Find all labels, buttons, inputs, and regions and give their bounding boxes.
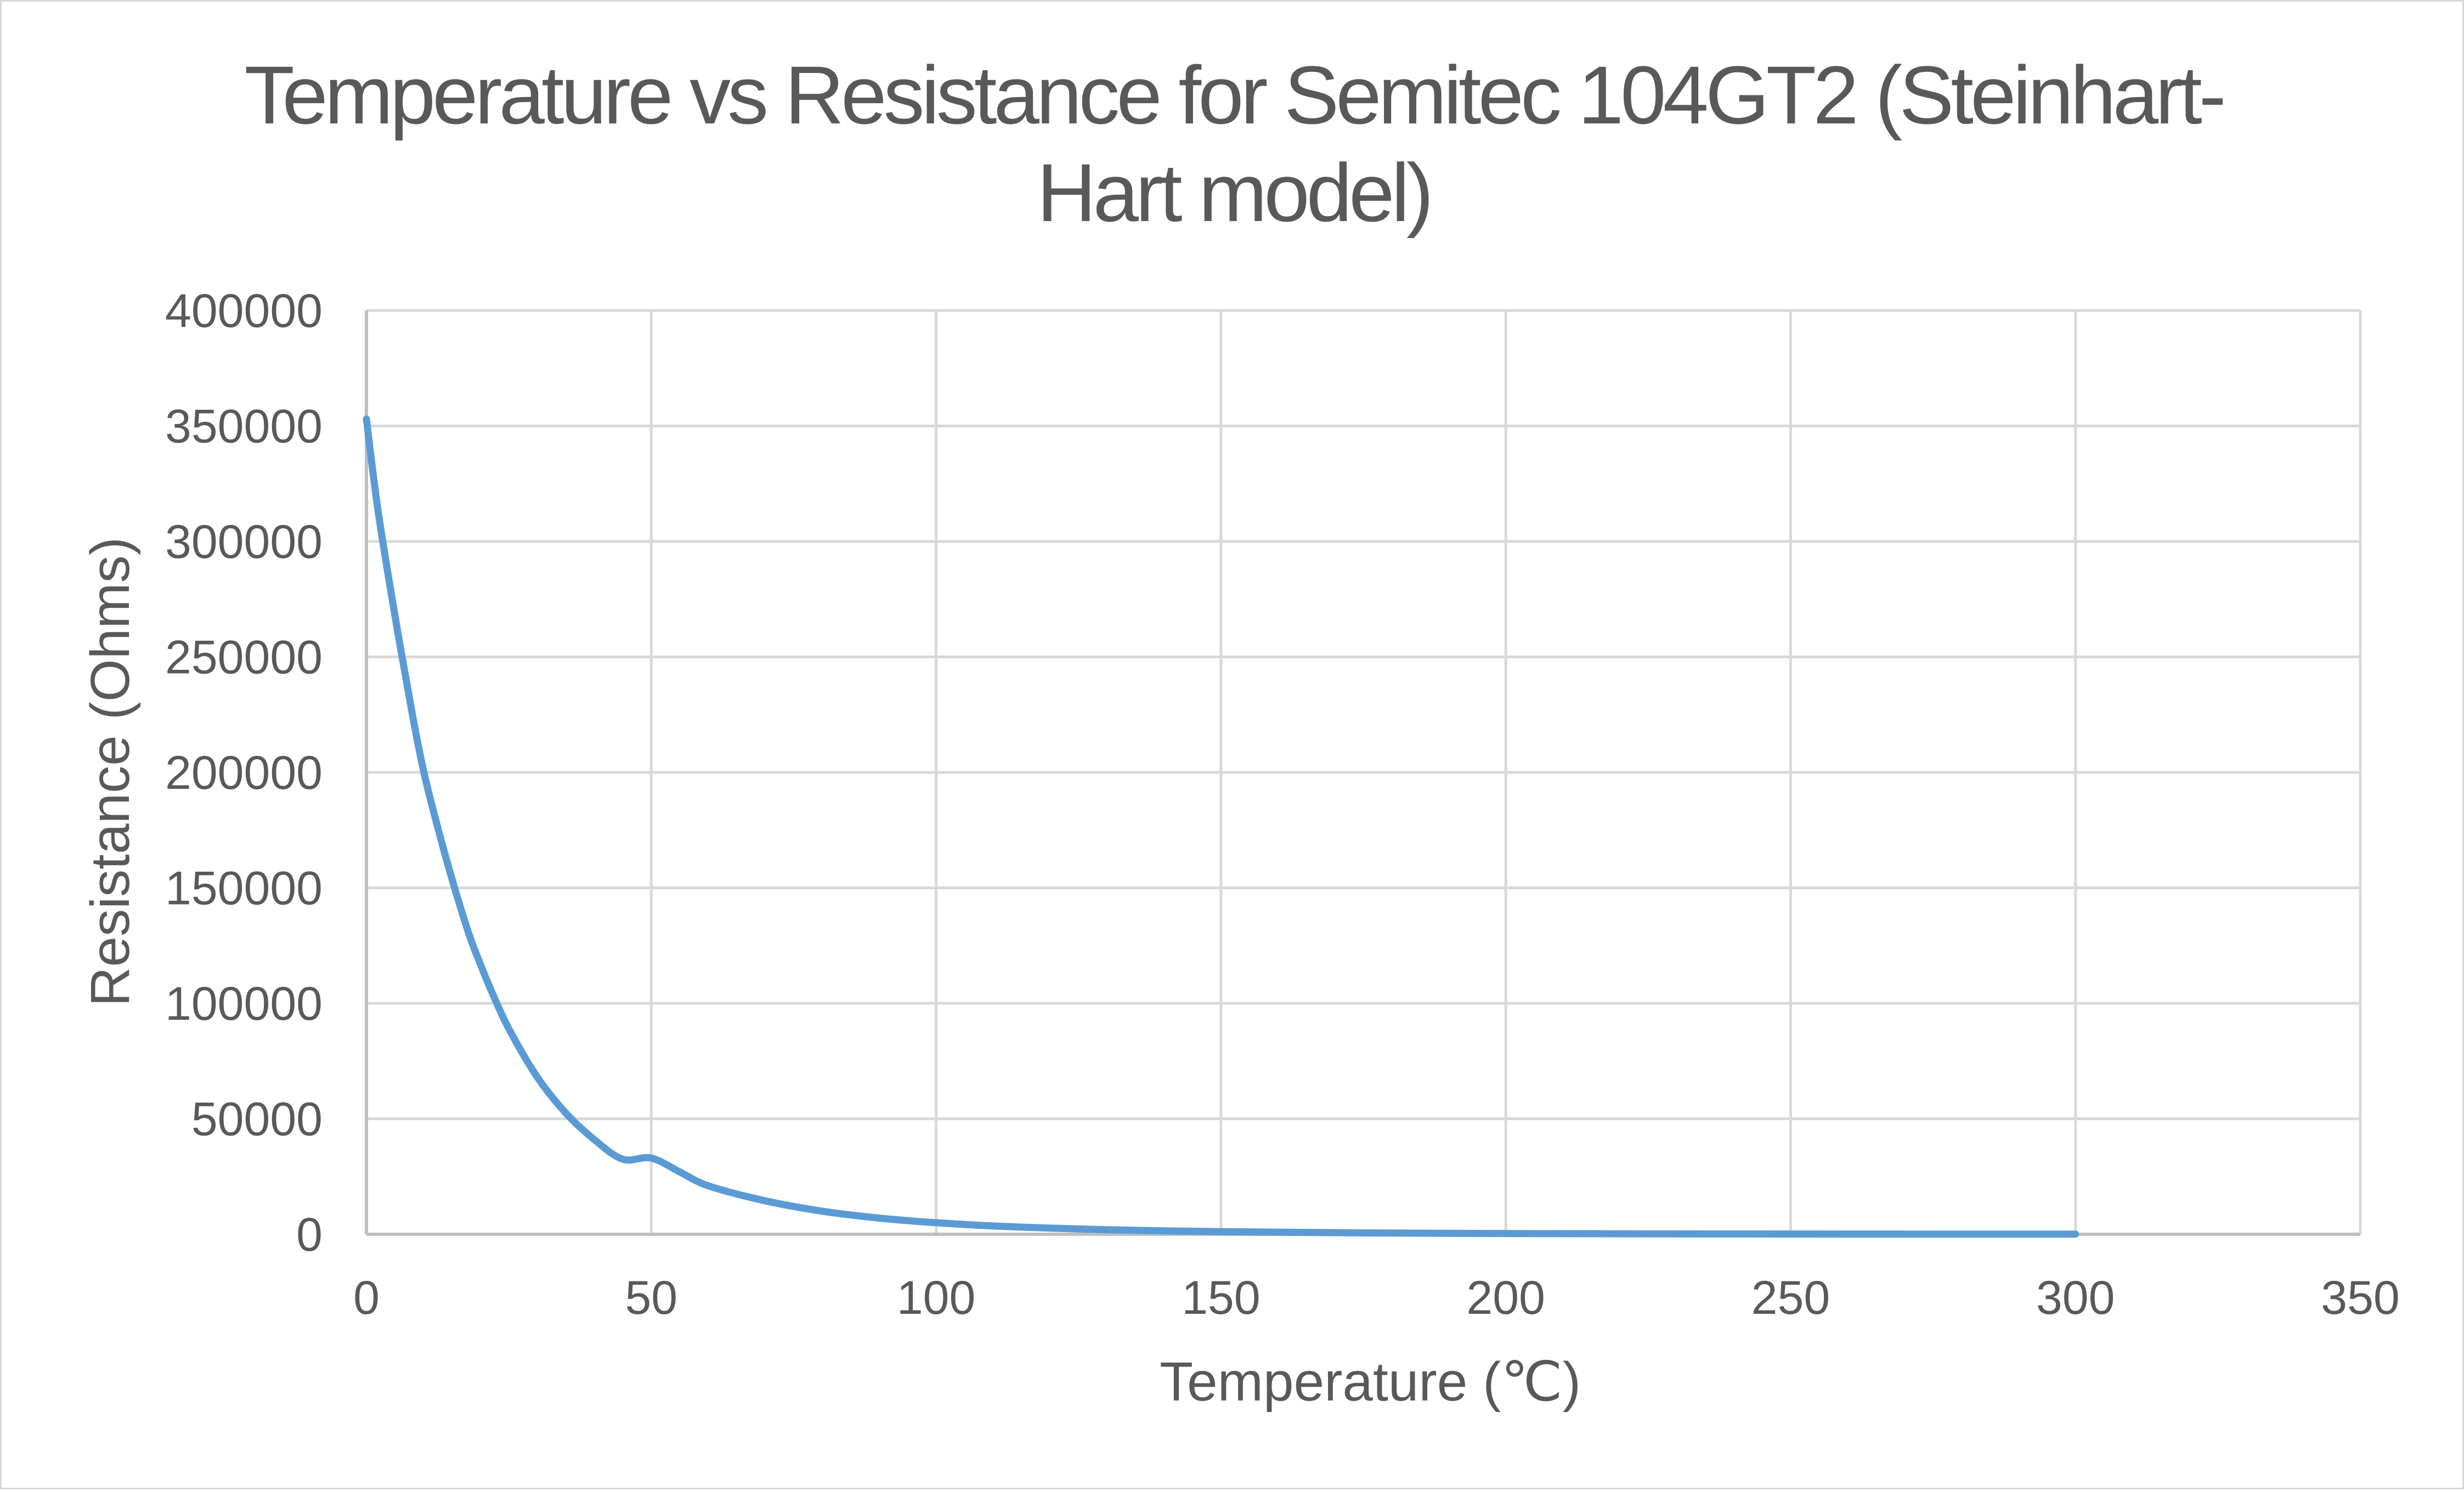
grid-lines — [365, 309, 2362, 1236]
y-tick-label-8: 400000 — [165, 285, 323, 337]
x-tick-label-3: 150 — [1182, 1272, 1261, 1324]
x-tick-label-1: 50 — [625, 1272, 677, 1324]
x-tick-label-5: 250 — [1751, 1272, 1830, 1324]
y-tick-label-1: 50000 — [191, 1093, 323, 1146]
x-tick-label-7: 350 — [2321, 1272, 2400, 1324]
x-tick-label-2: 100 — [897, 1272, 976, 1324]
y-axis-title: Resistance (Ohms) — [80, 537, 141, 1007]
series-line-0 — [363, 415, 2079, 1238]
y-tick-labels: 0 50000 100000 150000 200000 250000 300000 3500… — [165, 285, 323, 1261]
x-tick-labels: 0 50 100 150 200 250 300 350 — [353, 1272, 2400, 1324]
y-tick-label-5: 250000 — [165, 631, 323, 684]
chart-title-line-1: Temperature vs Resistance for Semitec 10… — [244, 49, 2223, 141]
chart-title-line-2: Hart model) — [1037, 146, 1431, 239]
x-axis-title: Temperature (℃) — [1160, 1351, 1581, 1413]
x-tick-label-4: 200 — [1466, 1272, 1545, 1324]
series-layer — [363, 415, 2079, 1238]
y-tick-label-6: 300000 — [165, 516, 323, 568]
y-tick-label-2: 100000 — [165, 978, 323, 1030]
y-tick-label-0: 0 — [296, 1208, 323, 1261]
x-tick-label-6: 300 — [2036, 1272, 2115, 1324]
y-tick-label-4: 200000 — [165, 747, 323, 799]
x-tick-label-0: 0 — [353, 1272, 380, 1324]
y-tick-label-7: 350000 — [165, 400, 323, 453]
y-tick-label-3: 150000 — [165, 862, 323, 915]
